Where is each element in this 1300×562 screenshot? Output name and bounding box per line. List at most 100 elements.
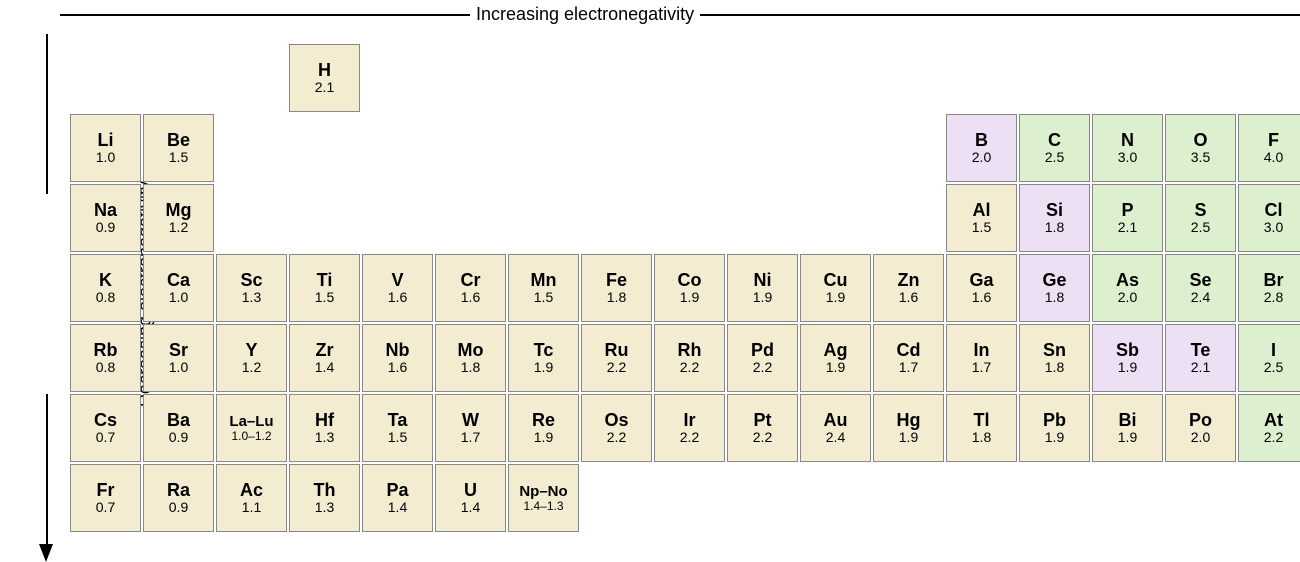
element-symbol: Sr: [169, 341, 188, 360]
element-cell: At2.2: [1238, 394, 1300, 462]
element-cell: Ga1.6: [946, 254, 1017, 322]
element-cell: Sr1.0: [143, 324, 214, 392]
element-cell: Ti1.5: [289, 254, 360, 322]
element-value: 2.2: [753, 430, 772, 445]
element-symbol: Pa: [386, 481, 408, 500]
electronegativity-diagram: Increasing electronegativity Decreasing …: [0, 0, 1300, 557]
element-cell: Hf1.3: [289, 394, 360, 462]
element-symbol: In: [974, 341, 990, 360]
element-value: 0.7: [96, 500, 115, 515]
element-value: 1.8: [1045, 220, 1064, 235]
element-value: 2.2: [607, 360, 626, 375]
element-symbol: Nb: [386, 341, 410, 360]
element-cell: Bi1.9: [1092, 394, 1163, 462]
element-cell: As2.0: [1092, 254, 1163, 322]
element-symbol: Fr: [97, 481, 115, 500]
element-value: 2.1: [1191, 360, 1210, 375]
element-symbol: F: [1268, 131, 1279, 150]
element-cell: Ac1.1: [216, 464, 287, 532]
element-symbol: P: [1121, 201, 1133, 220]
element-cell: F4.0: [1238, 114, 1300, 182]
element-cell: Br2.8: [1238, 254, 1300, 322]
element-value: 1.8: [1045, 360, 1064, 375]
element-cell: Sn1.8: [1019, 324, 1090, 392]
element-symbol: I: [1271, 341, 1276, 360]
element-symbol: Co: [678, 271, 702, 290]
element-symbol: Fe: [606, 271, 627, 290]
element-symbol: Tl: [974, 411, 990, 430]
element-symbol: Li: [98, 131, 114, 150]
element-cell: S2.5: [1165, 184, 1236, 252]
element-symbol: Pt: [754, 411, 772, 430]
element-cell: Sb1.9: [1092, 324, 1163, 392]
element-symbol: Mn: [531, 271, 557, 290]
element-symbol: Ag: [824, 341, 848, 360]
element-value: 0.9: [169, 500, 188, 515]
element-value: 1.3: [242, 290, 261, 305]
element-cell: Ru2.2: [581, 324, 652, 392]
element-symbol: Np–No: [519, 484, 567, 500]
element-value: 2.0: [1118, 290, 1137, 305]
element-cell: Zr1.4: [289, 324, 360, 392]
element-symbol: Bi: [1119, 411, 1137, 430]
element-symbol: Ac: [240, 481, 263, 500]
element-value: 2.2: [607, 430, 626, 445]
element-cell: B2.0: [946, 114, 1017, 182]
element-symbol: N: [1121, 131, 1134, 150]
element-value: 0.7: [96, 430, 115, 445]
element-symbol: Cs: [94, 411, 117, 430]
element-value: 1.0–1.2: [231, 430, 271, 443]
element-symbol: Rh: [678, 341, 702, 360]
element-value: 1.7: [461, 430, 480, 445]
element-cell: C2.5: [1019, 114, 1090, 182]
element-cell: Co1.9: [654, 254, 725, 322]
element-value: 1.9: [1118, 430, 1137, 445]
top-axis: Increasing electronegativity: [60, 4, 1300, 25]
element-cell: Ir2.2: [654, 394, 725, 462]
element-value: 1.6: [461, 290, 480, 305]
element-value: 1.4: [388, 500, 407, 515]
element-value: 2.0: [972, 150, 991, 165]
element-symbol: Tc: [534, 341, 554, 360]
element-cell: Cd1.7: [873, 324, 944, 392]
element-cell: Mg1.2: [143, 184, 214, 252]
element-value: 2.5: [1191, 220, 1210, 235]
element-value: 1.7: [899, 360, 918, 375]
element-symbol: O: [1193, 131, 1207, 150]
element-cell: Pa1.4: [362, 464, 433, 532]
element-symbol: Cr: [460, 271, 480, 290]
top-axis-label: Increasing electronegativity: [470, 4, 700, 25]
element-cell: U1.4: [435, 464, 506, 532]
element-cell: Mn1.5: [508, 254, 579, 322]
element-symbol: Se: [1189, 271, 1211, 290]
element-value: 1.3: [315, 430, 334, 445]
element-value: 1.8: [461, 360, 480, 375]
element-cell: Re1.9: [508, 394, 579, 462]
element-value: 1.4: [315, 360, 334, 375]
element-value: 0.9: [169, 430, 188, 445]
element-symbol: Y: [245, 341, 257, 360]
element-symbol: S: [1194, 201, 1206, 220]
element-symbol: Ta: [388, 411, 408, 430]
element-symbol: Sn: [1043, 341, 1066, 360]
element-cell: Ca1.0: [143, 254, 214, 322]
element-value: 4.0: [1264, 150, 1283, 165]
element-cell: Na0.9: [70, 184, 141, 252]
element-symbol: Hf: [315, 411, 334, 430]
element-symbol: Pb: [1043, 411, 1066, 430]
element-symbol: Zr: [316, 341, 334, 360]
element-symbol: Ir: [683, 411, 695, 430]
element-cell: Th1.3: [289, 464, 360, 532]
element-symbol: Hg: [897, 411, 921, 430]
element-cell: Li1.0: [70, 114, 141, 182]
element-cell: Cu1.9: [800, 254, 871, 322]
element-value: 3.5: [1191, 150, 1210, 165]
element-value: 2.2: [753, 360, 772, 375]
element-value: 3.0: [1118, 150, 1137, 165]
element-cell: Be1.5: [143, 114, 214, 182]
element-symbol: Os: [604, 411, 628, 430]
element-cell: V1.6: [362, 254, 433, 322]
element-cell: O3.5: [1165, 114, 1236, 182]
element-cell: Hg1.9: [873, 394, 944, 462]
element-symbol: As: [1116, 271, 1139, 290]
